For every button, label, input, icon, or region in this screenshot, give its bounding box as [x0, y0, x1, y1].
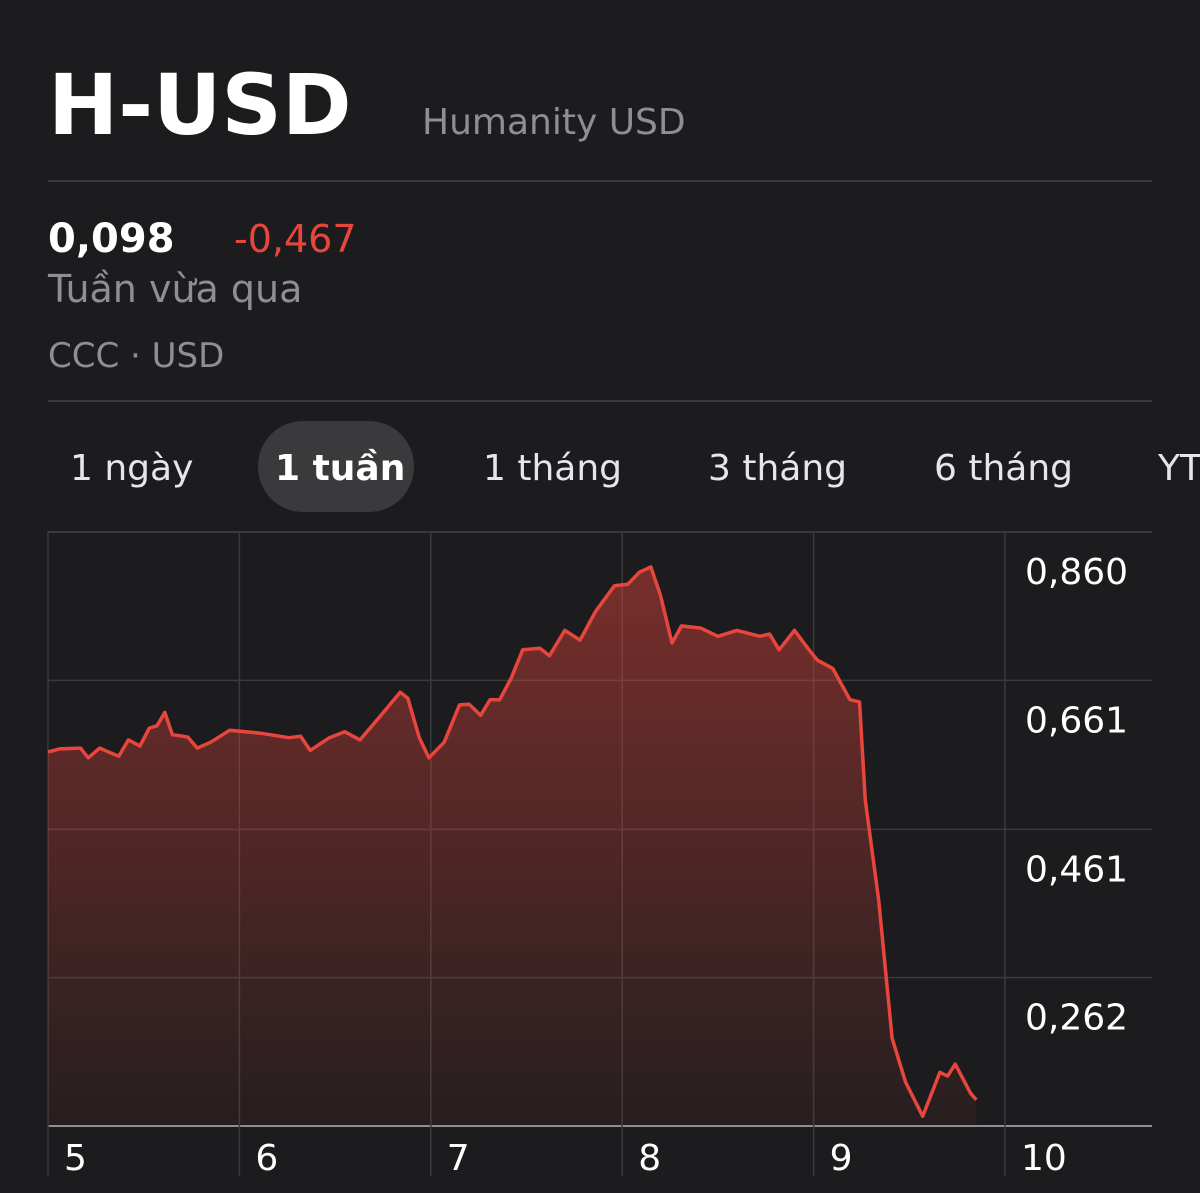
- y-tick-label: 0,262: [1025, 998, 1128, 1039]
- area-fill: [48, 567, 977, 1126]
- symbol: H-USD: [48, 56, 352, 154]
- x-tick-label: 7: [447, 1138, 470, 1179]
- x-tick-label: 5: [64, 1138, 87, 1179]
- y-tick-label: 0,461: [1025, 849, 1128, 890]
- tab[interactable]: YTD: [1157, 448, 1200, 489]
- tab[interactable]: 1 tháng: [483, 448, 622, 489]
- company-name: Humanity USD: [422, 102, 686, 143]
- tab[interactable]: 3 tháng: [708, 448, 847, 489]
- x-tick-label: 9: [830, 1138, 853, 1179]
- y-tick-label: 0,860: [1025, 552, 1128, 593]
- tab[interactable]: 6 tháng: [934, 448, 1073, 489]
- price: 0,098: [48, 216, 175, 262]
- exchange: CCC · USD: [48, 336, 224, 376]
- x-tick-label: 6: [255, 1138, 278, 1179]
- change: -0,467: [234, 217, 357, 261]
- period: Tuần vừa qua: [47, 267, 302, 311]
- tab[interactable]: 1 ngày: [70, 448, 193, 489]
- price-line: [47, 565, 978, 1119]
- y-tick-label: 0,661: [1025, 700, 1128, 741]
- x-tick-label: 8: [638, 1138, 661, 1179]
- x-tick-label: 10: [1021, 1138, 1067, 1179]
- tab[interactable]: 1 tuần: [275, 448, 405, 489]
- tab-highlight: [258, 421, 414, 512]
